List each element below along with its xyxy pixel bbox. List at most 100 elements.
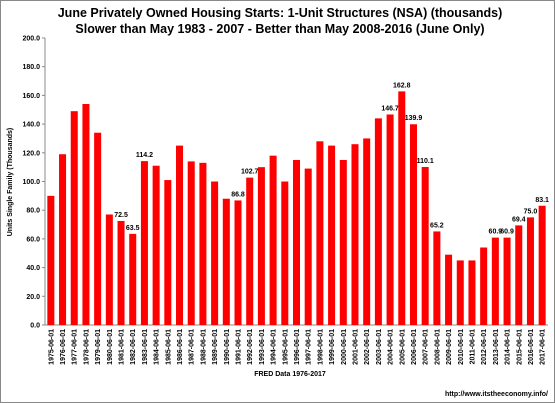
x-tick-label: 1994-06-01	[271, 329, 278, 365]
x-tick-label: 1976-06-01	[60, 329, 67, 365]
x-tick-label: 1988-06-01	[200, 329, 207, 365]
x-tick-label: 1982-06-01	[130, 329, 137, 365]
bar	[445, 254, 453, 325]
bar	[292, 159, 301, 325]
bar	[82, 104, 90, 325]
x-tick-label: 2004-06-01	[388, 329, 395, 365]
x-tick-label: 2007-06-01	[423, 329, 430, 365]
x-tick-label: 2003-06-01	[376, 329, 383, 365]
footer: http://www.itstheeconomy.info/	[445, 391, 548, 398]
bar	[176, 145, 184, 325]
bar	[328, 145, 336, 325]
bar	[456, 260, 464, 325]
x-tick-label: 1986-06-01	[177, 329, 184, 365]
x-tick-label: 2000-06-01	[341, 329, 348, 365]
chart-subtitle: Slower than May 1983 - 2007 - Better tha…	[75, 22, 484, 36]
bar	[374, 118, 382, 325]
y-tick-label: 40.0	[26, 265, 40, 272]
bar	[246, 177, 254, 325]
bar	[433, 231, 441, 325]
x-tick-label: 2006-06-01	[411, 329, 418, 365]
value-label: 83.1	[535, 197, 549, 204]
x-tick-label: 1995-06-01	[282, 329, 289, 365]
x-tick-label: 1985-06-01	[165, 329, 172, 365]
bar	[339, 159, 347, 325]
bar	[409, 124, 417, 325]
bar	[398, 91, 406, 326]
x-tick-label: 2001-06-01	[352, 329, 359, 365]
x-tick-label: 1975-06-01	[48, 329, 55, 365]
value-label: 63.5	[126, 225, 140, 232]
bar	[363, 138, 371, 325]
y-tick-label: 140.0	[22, 122, 40, 129]
value-label: 60.9	[489, 229, 503, 236]
bar	[129, 233, 137, 325]
value-label: 86.8	[231, 191, 245, 198]
x-axis-label: FRED Data 1976-2017	[254, 371, 326, 378]
x-tick-label: 1984-06-01	[154, 329, 161, 365]
bar	[269, 155, 277, 325]
bar	[257, 167, 265, 325]
y-axis-label: Units Single Family (Thousands)	[7, 128, 14, 237]
bar	[152, 165, 160, 325]
bar	[480, 247, 488, 325]
x-tick-label: 2008-06-01	[434, 329, 441, 365]
x-tick-label: 2012-06-01	[481, 329, 488, 365]
value-label: 114.2	[136, 152, 153, 159]
value-label: 69.4	[512, 216, 526, 223]
value-label: 110.1	[417, 158, 434, 165]
x-tick-label: 1996-06-01	[294, 329, 301, 365]
x-tick-label: 1980-06-01	[107, 329, 114, 365]
x-tick-label: 1992-06-01	[247, 329, 254, 365]
y-tick-label: 120.0	[22, 150, 40, 157]
x-tick-label: 1981-06-01	[119, 329, 126, 365]
bar	[491, 237, 499, 325]
y-tick-label: 180.0	[22, 64, 40, 71]
bar	[105, 214, 113, 325]
y-tick-label: 20.0	[26, 294, 40, 301]
bar	[187, 161, 195, 325]
x-tick-label: 1987-06-01	[189, 329, 196, 365]
bar	[515, 225, 523, 325]
x-tick-label: 2002-06-01	[364, 329, 371, 365]
x-tick-label: 2015-06-01	[516, 329, 523, 365]
bar	[117, 220, 125, 325]
value-label: 65.2	[430, 222, 444, 229]
x-tick-label: 1983-06-01	[142, 329, 149, 365]
bar	[70, 111, 78, 325]
bar	[59, 154, 67, 325]
x-tick-label: 2005-06-01	[399, 329, 406, 365]
bar	[538, 205, 546, 325]
x-tick-label: 2010-06-01	[458, 329, 465, 365]
x-tick-label: 2014-06-01	[505, 329, 512, 365]
bar	[47, 195, 55, 325]
bar	[234, 200, 242, 325]
y-tick-label: 100.0	[22, 179, 40, 186]
value-label: 139.9	[405, 115, 423, 122]
value-label: 146.7	[381, 105, 399, 112]
bar	[304, 168, 312, 325]
bar	[94, 132, 102, 325]
value-label: 75.0	[524, 208, 538, 215]
x-tick-label: 2017-06-01	[540, 329, 547, 365]
x-tick-label: 2016-06-01	[528, 329, 535, 365]
x-tick-label: 2011-06-01	[469, 329, 476, 365]
bar	[421, 167, 429, 325]
y-tick-label: 160.0	[22, 93, 40, 100]
bar	[211, 181, 219, 325]
bar	[316, 141, 324, 325]
x-tick-label: 1990-06-01	[224, 329, 231, 365]
x-tick-label: 1978-06-01	[83, 329, 90, 365]
x-tick-label: 1977-06-01	[72, 329, 79, 365]
x-tick-label: 2013-06-01	[493, 329, 500, 365]
y-tick-label: 0.0	[30, 323, 40, 330]
bar	[526, 217, 534, 325]
value-label: 162.8	[393, 82, 411, 89]
bar	[468, 260, 476, 325]
bar	[386, 114, 394, 325]
value-label: 72.5	[114, 212, 128, 219]
value-label: 102.7	[241, 169, 259, 176]
x-tick-label: 1989-06-01	[212, 329, 219, 365]
value-label: 60.9	[500, 229, 514, 236]
